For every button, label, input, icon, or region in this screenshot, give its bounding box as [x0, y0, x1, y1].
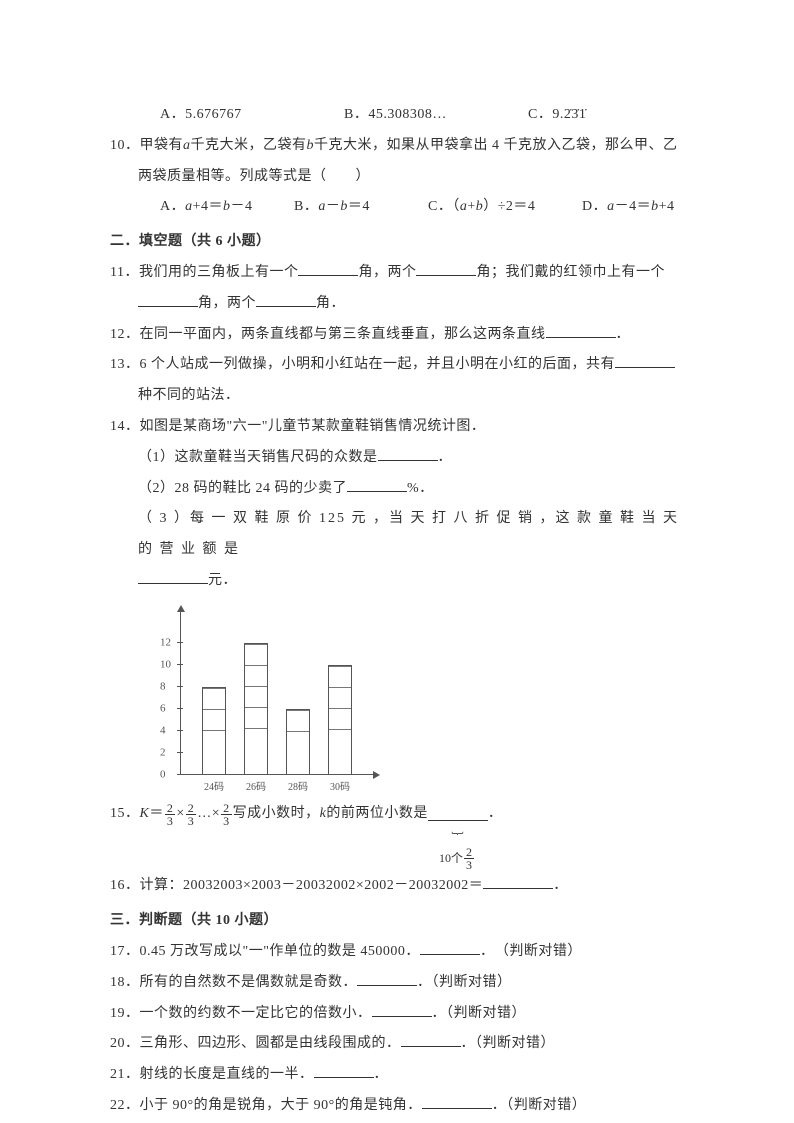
blank[interactable] [372, 1003, 432, 1017]
q10-num: 10． [110, 138, 140, 153]
blank[interactable] [298, 262, 358, 276]
x-tick-label: 30码 [325, 783, 355, 793]
q9-option-a: A．5.676767 [160, 100, 340, 131]
chart-bar [202, 687, 226, 775]
q14-title: 14．如图是某商场"六一"儿童节某款童鞋销售情况统计图． [110, 412, 684, 443]
blank[interactable] [378, 447, 438, 461]
blank[interactable] [256, 293, 316, 307]
q10-opt-d: D．a－4＝b+4 [582, 192, 675, 223]
q18: 18．所有的自然数不是偶数就是奇数．．（判断对错） [110, 968, 684, 999]
q10-opt-c: C．（a+b）÷2＝4 [428, 192, 578, 223]
y-tick-label: 2 [160, 747, 166, 758]
y-tick-label: 8 [160, 681, 166, 692]
section-3-title: 三．判断题（共 10 小题） [110, 906, 684, 937]
q20: 20．三角形、四边形、圆都是由线段围成的．．（判断对错） [110, 1029, 684, 1060]
y-tick-label: 6 [160, 703, 166, 714]
blank[interactable] [138, 293, 198, 307]
y-tick-label: 10 [160, 659, 171, 670]
q19: 19．一个数的约数不一定比它的倍数小．．（判断对错） [110, 999, 684, 1030]
blank[interactable] [428, 807, 488, 821]
chart-bar [286, 709, 310, 775]
blank[interactable] [422, 1095, 492, 1109]
blank[interactable] [420, 941, 480, 955]
q15-underbrace: ︸ 10个23 [110, 830, 684, 872]
q15: 15． K＝ 23 × 23 … × 23 写成小数时，k的前两位小数是 ． [110, 799, 684, 830]
blank[interactable] [347, 478, 407, 492]
q13-line2: 种不同的站法． [110, 381, 684, 412]
chart-bar [328, 665, 352, 775]
x-tick-label: 26码 [241, 783, 271, 793]
q14-p3-end: 元． [110, 566, 684, 597]
q10-line2: 两袋质量相等。列成等式是（ ） [110, 162, 684, 193]
x-tick-label: 28码 [283, 783, 313, 793]
chart-bar [244, 643, 268, 775]
y-tick-label: 12 [160, 637, 171, 648]
q9-option-b: B．45.308308… [344, 100, 524, 131]
blank[interactable] [401, 1033, 461, 1047]
section-2-title: 二．填空题（共 6 小题） [110, 227, 684, 258]
y-tick-label: 4 [160, 725, 166, 736]
q21: 21．射线的长度是直线的一半．． [110, 1060, 684, 1091]
q10-line1: 10．甲袋有a千克大米，乙袋有b千克大米，如果从甲袋拿出 4 千克放入乙袋，那么… [110, 131, 684, 162]
q17: 17．0.45 万改写成以"一"作单位的数是 450000．． （判断对错） [110, 937, 684, 968]
q14-p3: （ 3 ）每 一 双 鞋 原 价 125 元 ，当 天 打 八 折 促 销 ，这… [110, 504, 684, 566]
q9-option-c: C．9.2̇3̇1̇ [528, 100, 648, 131]
blank[interactable] [357, 972, 417, 986]
blank[interactable] [546, 324, 616, 338]
q22: 22．小于 90°的角是锐角，大于 90°的角是钝角．．（判断对错） [110, 1091, 684, 1122]
q13-line1: 13．6 个人站成一列做操，小明和小红站在一起，并且小明在小红的后面，共有 [110, 350, 684, 381]
bar-chart: 0 2 4 6 8 10 12 24码 26码 28码 30码 [110, 605, 684, 795]
blank[interactable] [416, 262, 476, 276]
q9-options-row: A．5.676767 B．45.308308… C．9.2̇3̇1̇ [110, 100, 684, 131]
blank[interactable] [483, 875, 553, 889]
q12: 12．在同一平面内，两条直线都与第三条直线垂直，那么这两条直线． [110, 320, 684, 351]
q10-options: A．a+4＝b－4 B．a－b＝4 C．（a+b）÷2＝4 D．a－4＝b+4 [110, 192, 684, 223]
y-tick-label: 0 [160, 769, 166, 780]
blank[interactable] [314, 1064, 374, 1078]
q14-p1: （1）这款童鞋当天销售尺码的众数是． [110, 443, 684, 474]
q11-line1: 11．我们用的三角板上有一个角，两个角；我们戴的红领巾上有一个 [110, 258, 684, 289]
x-tick-label: 24码 [199, 783, 229, 793]
blank[interactable] [615, 354, 675, 368]
q16: 16．计算：20032003×2003－20032002×2002－200320… [110, 871, 684, 902]
q11-line2: 角，两个角． [110, 289, 684, 320]
blank[interactable] [138, 570, 208, 584]
q14-p2: （2）28 码的鞋比 24 码的少卖了%． [110, 474, 684, 505]
q10-opt-a: A．a+4＝b－4 [160, 192, 290, 223]
q10-opt-b: B．a－b＝4 [294, 192, 424, 223]
